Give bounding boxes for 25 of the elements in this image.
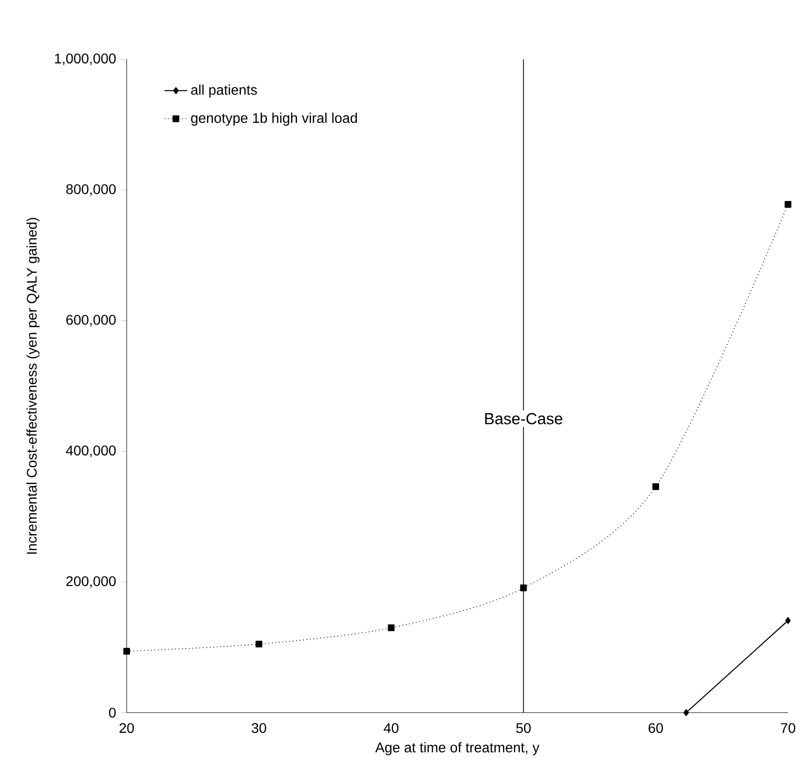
x-tick-label: 40 [384, 723, 398, 733]
legend-label: all patients [191, 84, 257, 98]
point [520, 584, 527, 592]
point [652, 483, 660, 490]
point [785, 617, 791, 624]
y-tick-label: 800,000 [66, 184, 116, 196]
x-axis-title: Age at time of treatment, y [375, 742, 540, 756]
point [123, 648, 130, 655]
y-tick-label: 0 [109, 708, 116, 718]
x-tick-label: 20 [120, 723, 134, 733]
point [256, 640, 262, 648]
y-axis-title: Incremental Cost-effectiveness (yen per QALY gained) [26, 218, 40, 554]
point [784, 201, 792, 208]
x-tick-label: 50 [516, 723, 531, 733]
y-tick-label: 400,000 [66, 446, 116, 458]
legend-label: genotype 1b high viral load [191, 112, 357, 126]
x-tick-label: 30 [252, 723, 266, 733]
ref-line-label: Base-Case [485, 413, 562, 424]
point [388, 624, 395, 632]
point [683, 709, 689, 716]
y-tick-label: 1,000,000 [55, 54, 116, 66]
y-tick-label: 200,000 [66, 576, 116, 588]
x-tick-label: 60 [648, 723, 663, 733]
y-tick-label: 600,000 [66, 314, 116, 326]
x-tick-label: 70 [780, 723, 796, 733]
